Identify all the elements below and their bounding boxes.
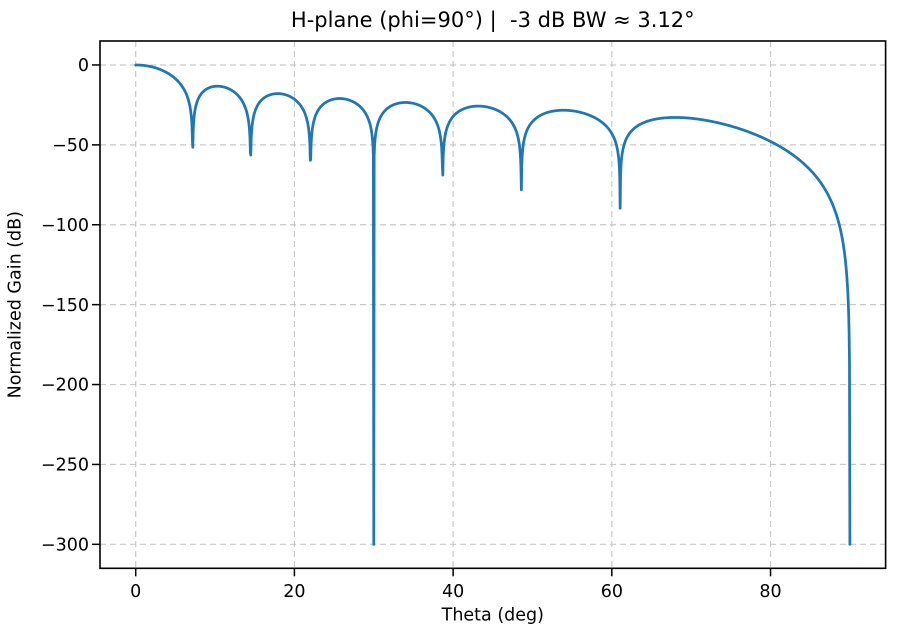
grid-layer: [100, 41, 886, 569]
y-tick-label: −200: [41, 376, 89, 396]
y-tick-label: −100: [41, 216, 89, 236]
tick-label-layer: 0 20 40 60 80 0 −50 −100 −150 −200 −250 −300: [41, 56, 782, 602]
x-tick-label: 40: [442, 582, 464, 602]
gain-curve: [134, 63, 852, 546]
x-axis-label: Theta (deg): [441, 606, 544, 626]
chart-title: H-plane (phi=90°) | -3 dB BW ≈ 3.12°: [291, 8, 695, 33]
x-tick-label: 0: [130, 582, 141, 602]
y-tick-label: 0: [78, 56, 89, 76]
x-tick-label: 60: [601, 582, 623, 602]
y-tick-label: −150: [41, 296, 89, 316]
y-tick-label: −250: [41, 456, 89, 476]
x-tick-label: 80: [759, 582, 781, 602]
y-tick-label: −50: [52, 136, 89, 156]
y-tick-label: −300: [41, 536, 89, 556]
x-tick-label: 20: [283, 582, 305, 602]
y-axis-label: Normalized Gain (dB): [6, 211, 26, 398]
tick-layer: [92, 64, 772, 577]
